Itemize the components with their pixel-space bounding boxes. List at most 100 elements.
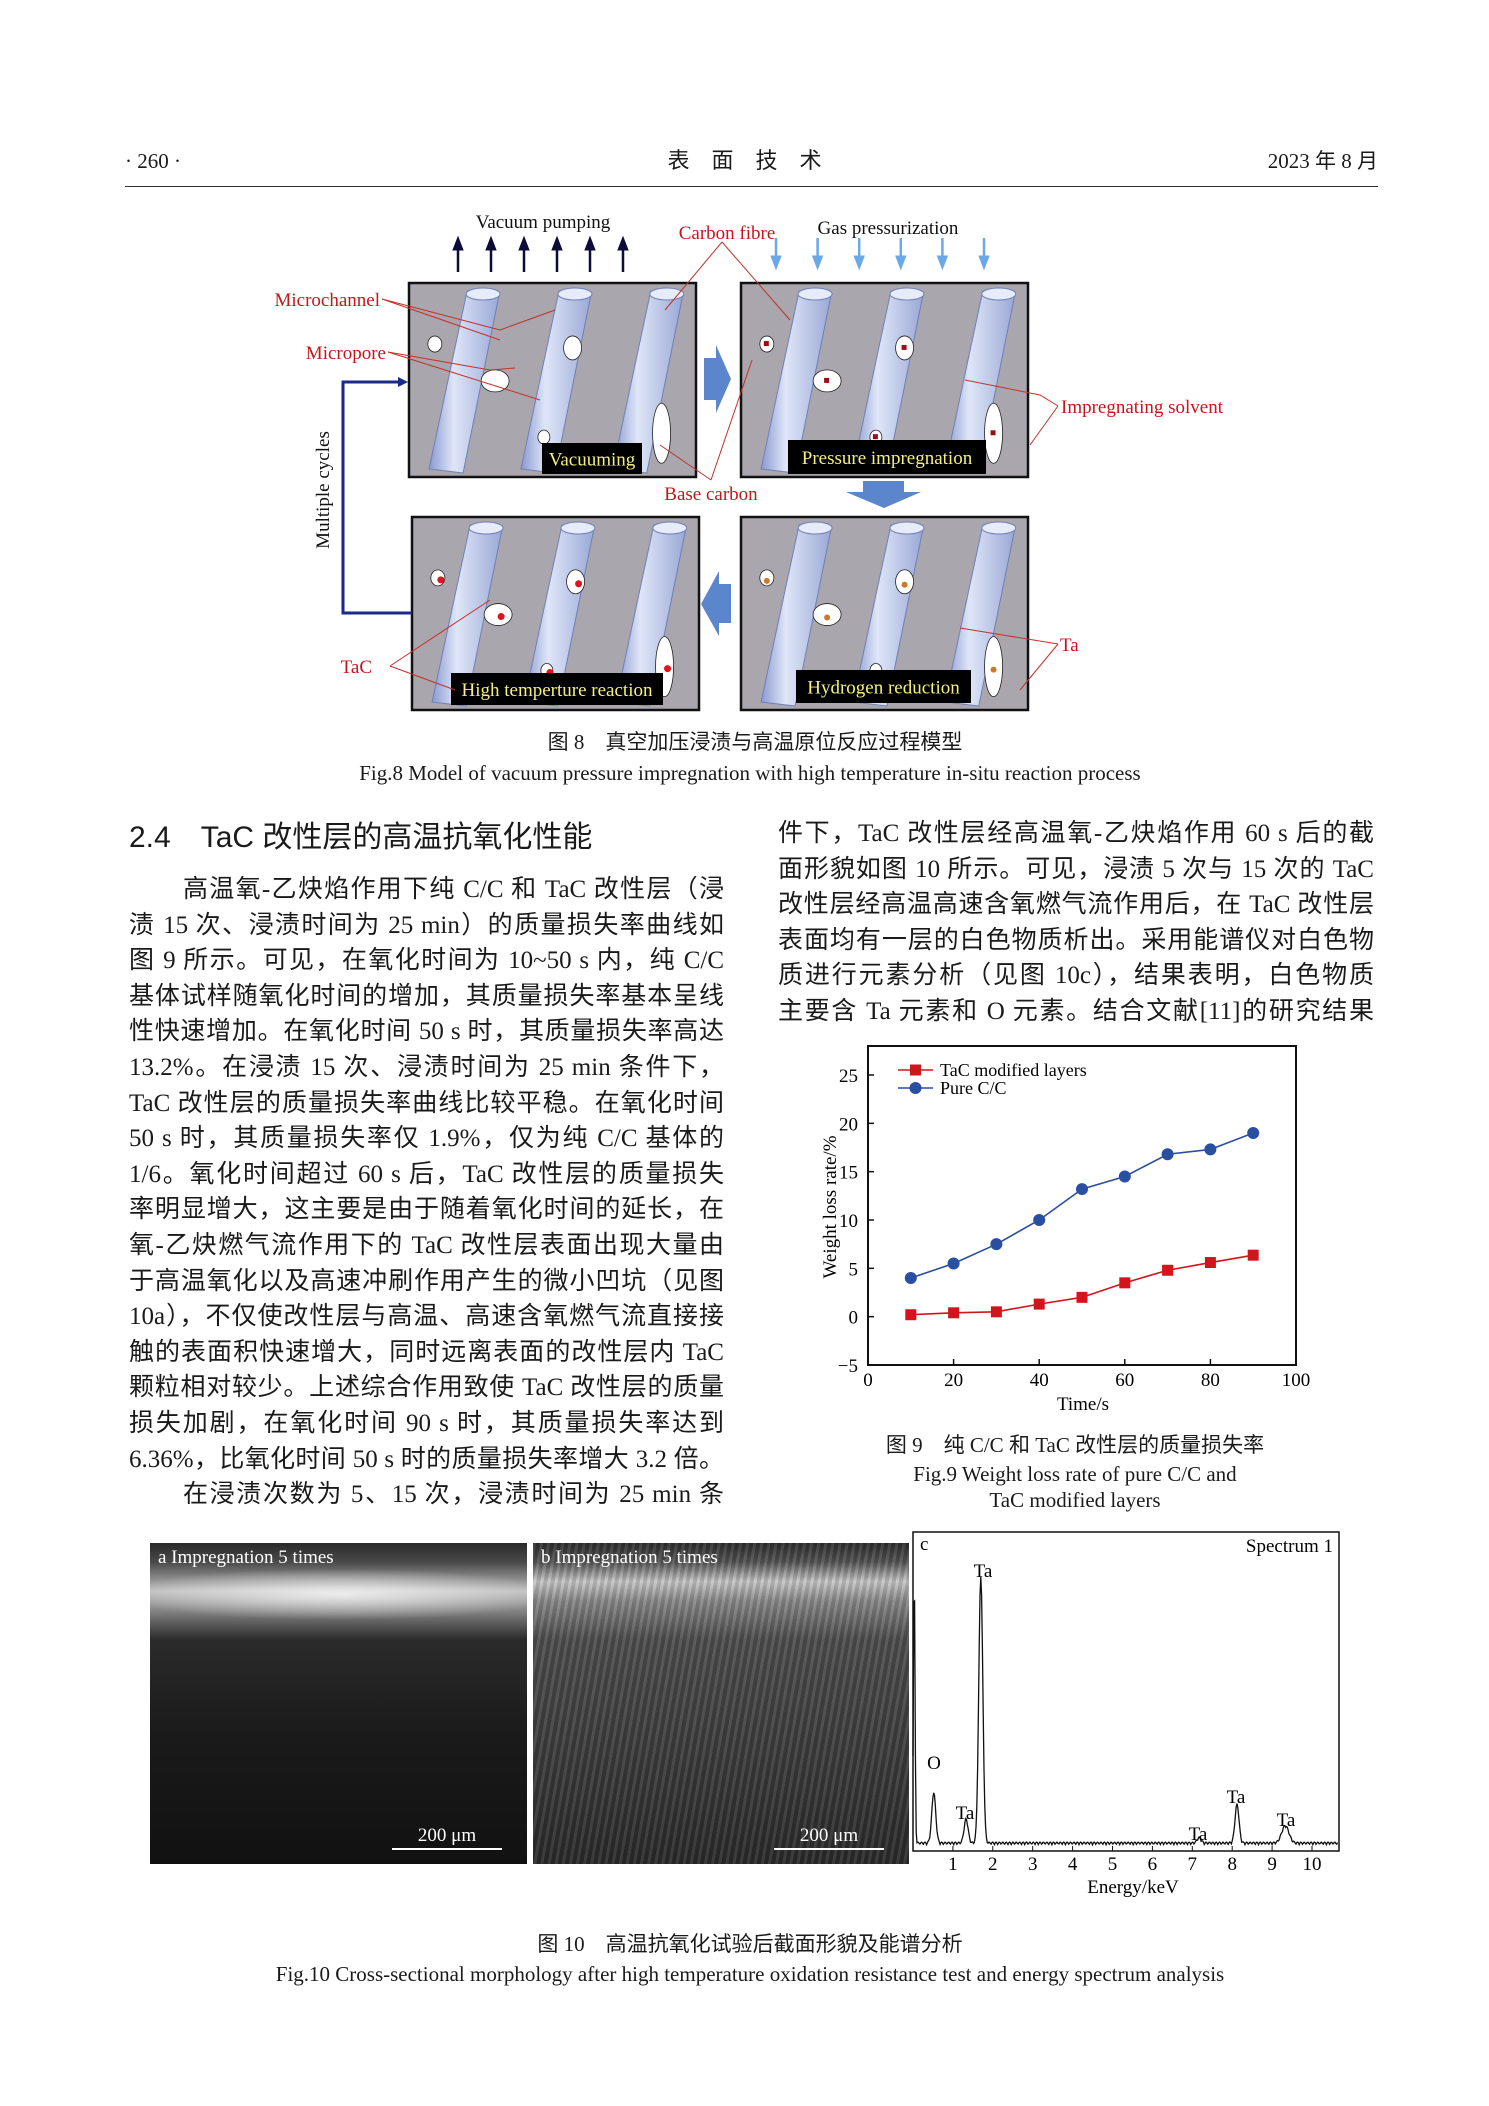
figure-8-diagram: Vacuuming Pressure impregnation High tempe… — [274, 212, 1224, 712]
fibre-end — [981, 287, 1017, 301]
data-point — [905, 1309, 917, 1321]
fibre-end — [797, 521, 833, 535]
ta-particle — [824, 614, 831, 621]
y-axis-label: Weight loss rate/% — [820, 1135, 841, 1278]
scale-bar-a: 200 μm — [392, 1824, 502, 1850]
legend-label: Pure C/C — [940, 1078, 1007, 1098]
text-line: 50 s 时，其质量损失率仅 1.9%，仅为纯 C/C 基体的 — [129, 1125, 724, 1153]
text-line: 13.2%。在浸渍 15 次、浸渍时间为 25 min 条件下， — [129, 1054, 724, 1081]
solvent-dot — [824, 377, 830, 383]
fibre-end — [560, 521, 596, 535]
text-line: 件下，TaC 改性层经高温氧-乙炔焰作用 60 s 后的截 — [778, 820, 1374, 847]
text-line: 性快速增加。在氧化时间 50 s 时，其质量损失率高达 — [129, 1018, 724, 1046]
solvent-dot — [872, 434, 878, 440]
figure-9-caption-en-2: TaC modified layers — [989, 1488, 1161, 1512]
text-line: 于高温氧化以及高速冲刷作用产生的微小凹坑（见图 — [129, 1267, 724, 1295]
fibre-end — [468, 521, 504, 535]
fibre-end — [652, 521, 688, 535]
fibre-end — [797, 287, 833, 301]
x-tick-label: 2 — [988, 1854, 998, 1875]
label-tac: TaC — [341, 657, 372, 678]
issue-date: 2023 年 8 月 — [1267, 149, 1378, 173]
panel-c-label: c — [920, 1534, 928, 1555]
solvent-dot — [763, 341, 769, 347]
fibre-end — [981, 521, 1017, 535]
micropore — [427, 335, 443, 353]
fibre-end — [465, 287, 501, 301]
y-tick-label: 0 — [849, 1308, 859, 1329]
x-axis-label: Time/s — [1057, 1394, 1109, 1415]
data-point — [948, 1307, 960, 1319]
text-line: 1/6。氧化时间超过 60 s 后，TaC 改性层的质量损失 — [129, 1160, 724, 1188]
text-line: 图 9 所示。可见，在氧化时间为 10~50 s 内，纯 C/C — [129, 947, 724, 975]
sem-image-a: a Impregnation 5 times 200 μm — [150, 1543, 527, 1864]
gas-arrowhead — [770, 255, 782, 271]
vacuum-arrowhead — [584, 235, 596, 251]
data-point — [1204, 1143, 1217, 1156]
label-micropore: Micropore — [306, 343, 386, 364]
panel-label: High temperture reaction — [462, 680, 653, 701]
legend-marker — [909, 1082, 922, 1094]
spectrum-title: Spectrum 1 — [1246, 1536, 1333, 1557]
x-tick-label: 0 — [863, 1370, 873, 1391]
y-tick-label: 5 — [849, 1259, 859, 1280]
data-point — [1247, 1249, 1259, 1261]
text-line: TaC 改性层的质量损失率曲线比较平稳。在氧化时间 — [129, 1089, 724, 1117]
micropore — [537, 429, 551, 445]
panel-label-box — [542, 443, 642, 474]
spectrum-frame — [912, 1531, 1340, 1852]
text-line: 在浸渍次数为 5、15 次，浸渍时间为 25 min 条 — [183, 1481, 724, 1509]
figure-10-caption-cn: 图 10 高温抗氧化试验后截面形貌及能谱分析 — [537, 1932, 963, 1956]
cycle-bracket — [341, 380, 412, 615]
ta-particle — [901, 581, 908, 588]
fibre-end — [889, 521, 925, 535]
text-line: 10a），不仅使改性层与高温、高速含氧燃气流直接接 — [129, 1303, 724, 1331]
x-tick-label: 40 — [1030, 1370, 1049, 1391]
text-line: 主要含 Ta 元素和 O 元素。结合文献[11]的研究结果 — [778, 998, 1374, 1025]
label-microchannel: Microchannel — [274, 290, 380, 311]
x-tick-label: 3 — [1028, 1854, 1038, 1875]
vacuum-arrows — [452, 235, 629, 272]
vacuum-arrowhead — [485, 235, 497, 251]
x-tick-label: 9 — [1267, 1854, 1277, 1875]
legend-marker — [910, 1064, 921, 1076]
data-point — [1033, 1298, 1045, 1310]
data-point — [990, 1306, 1002, 1318]
label-impregnating-solvent: Impregnating solvent — [1061, 397, 1224, 418]
label-carbon-fibre: Carbon fibre — [679, 223, 776, 244]
peak-label: Ta — [1189, 1824, 1208, 1845]
data-point — [990, 1238, 1003, 1251]
spectrum-line — [912, 1576, 1339, 1847]
panel-label: Hydrogen reduction — [807, 678, 960, 699]
micropore — [483, 603, 513, 626]
text-line: 改性层经高温高速含氧燃气流作用后，在 TaC 改性层 — [778, 891, 1374, 919]
x-tick-label: 7 — [1188, 1854, 1198, 1875]
y-tick-label: −5 — [838, 1356, 858, 1377]
x-axis-label: Energy/keV — [1087, 1877, 1179, 1898]
label-gas-pressurization: Gas pressurization — [818, 218, 959, 239]
peak-label: Ta — [1227, 1787, 1246, 1808]
tac-particle — [437, 576, 445, 584]
sem-image-b: b Impregnation 5 times 200 μm — [533, 1543, 909, 1864]
peak-label: O — [927, 1753, 941, 1774]
panel-label: Pressure impregnation — [802, 448, 973, 469]
peak-label: Ta — [956, 1803, 975, 1824]
panel-label-box — [796, 670, 971, 703]
micropore — [652, 402, 671, 464]
text-line: 率明显增大，这主要是由于随着氧化时间的延长，在 — [129, 1196, 724, 1224]
x-tick-label: 10 — [1303, 1854, 1322, 1875]
arrow-left-icon — [701, 571, 731, 636]
label-vacuum-pumping: Vacuum pumping — [476, 212, 611, 233]
vacuum-arrowhead — [452, 235, 464, 251]
scale-bar-b: 200 μm — [774, 1824, 884, 1850]
fibre-end — [557, 287, 593, 301]
text-line: 6.36%，比氧化时间 50 s 时的质量损失率增大 3.2 倍。 — [129, 1445, 724, 1473]
figure-8-caption-cn: 图 8 真空加压浸渍与高温原位反应过程模型 — [547, 730, 963, 754]
text-line: 渍 15 次、浸渍时间为 25 min）的质量损失率曲线如 — [129, 911, 724, 939]
data-point — [1247, 1127, 1260, 1139]
micropore — [566, 569, 585, 595]
label-multiple-cycles: Multiple cycles — [313, 431, 334, 549]
section-heading: 2.4 TaC 改性层的高温抗氧化性能 — [129, 821, 593, 854]
peak-label: Ta — [974, 1561, 993, 1582]
micropore — [563, 335, 582, 361]
